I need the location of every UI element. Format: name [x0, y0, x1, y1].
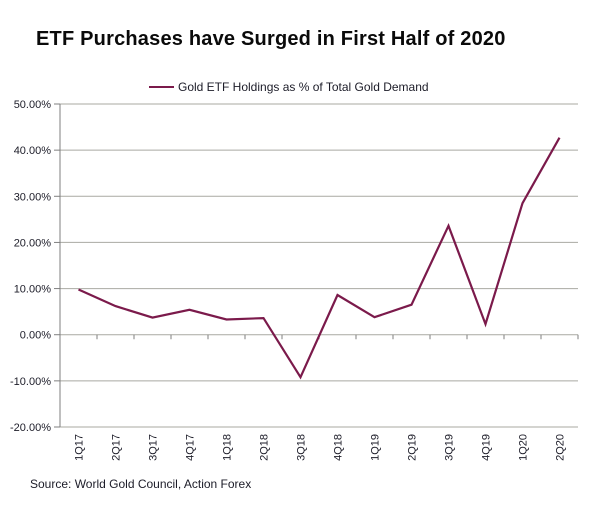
chart-title: ETF Purchases have Surged in First Half …: [36, 28, 506, 50]
y-tick-label: -10.00%: [10, 376, 51, 388]
x-tick-label: 1Q17: [74, 434, 86, 461]
legend: Gold ETF Holdings as % of Total Gold Dem…: [149, 80, 429, 94]
x-tick-label: 4Q18: [333, 434, 345, 461]
source-note: Source: World Gold Council, Action Forex: [30, 477, 252, 491]
y-tick-label: 10.00%: [14, 284, 52, 296]
x-tick-label: 2Q17: [111, 434, 123, 461]
legend-line-swatch-icon: [149, 86, 174, 88]
x-tick-label: 4Q17: [185, 434, 197, 461]
y-tick-label: 40.00%: [14, 145, 52, 157]
y-tick-label: -20.00%: [10, 422, 51, 434]
x-tick-label: 2Q18: [259, 434, 271, 461]
y-tick-label: 0.00%: [20, 330, 51, 342]
y-tick-label: 30.00%: [14, 191, 52, 203]
y-tick-label: 50.00%: [14, 99, 52, 111]
x-tick-label: 2Q20: [555, 434, 567, 461]
y-tick-label: 20.00%: [14, 237, 52, 249]
legend-label: Gold ETF Holdings as % of Total Gold Dem…: [178, 80, 429, 94]
x-tick-label: 3Q19: [444, 434, 456, 461]
x-tick-label: 4Q19: [481, 434, 493, 461]
series-line: [78, 137, 561, 380]
x-tick-label: 3Q17: [148, 434, 160, 461]
x-tick-label: 1Q20: [518, 434, 530, 461]
x-tick-label: 2Q19: [407, 434, 419, 461]
x-tick-label: 1Q18: [222, 434, 234, 461]
x-tick-label: 3Q18: [296, 434, 308, 461]
x-tick-label: 1Q19: [370, 434, 382, 461]
